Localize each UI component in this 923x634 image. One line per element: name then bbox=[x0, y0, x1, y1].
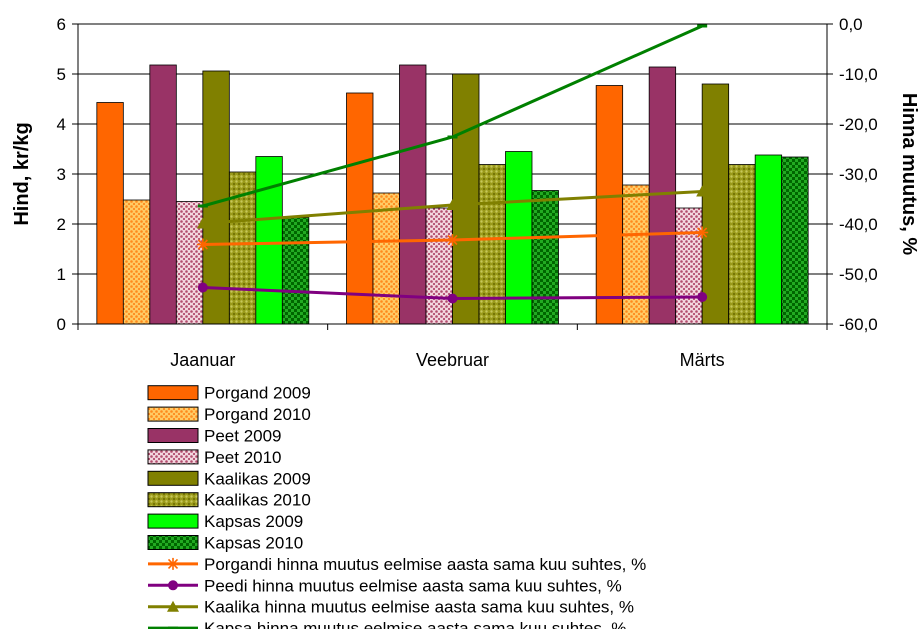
legend-label: Kapsas 2009 bbox=[204, 512, 303, 531]
y2-tick-label: -30,0 bbox=[839, 165, 878, 184]
y-tick-label: 6 bbox=[57, 15, 66, 34]
bar bbox=[96, 102, 124, 325]
legend-marker bbox=[167, 557, 179, 570]
legend-label: Porgand 2010 bbox=[204, 405, 311, 424]
y-tick-label: 2 bbox=[57, 215, 66, 234]
legend-swatch bbox=[147, 513, 199, 529]
bar bbox=[701, 83, 730, 325]
x-tick-label: Veebruar bbox=[416, 350, 489, 370]
bar bbox=[478, 164, 506, 325]
marker-stroke bbox=[167, 558, 179, 569]
bar bbox=[425, 207, 453, 325]
y-tick-label: 4 bbox=[57, 115, 66, 134]
marker-stroke bbox=[697, 227, 708, 238]
bar bbox=[149, 64, 177, 325]
bar bbox=[255, 156, 283, 325]
legend-marker bbox=[168, 580, 178, 591]
bar bbox=[346, 92, 374, 325]
legend-swatch bbox=[147, 470, 199, 486]
bar bbox=[531, 190, 559, 325]
bars bbox=[96, 64, 809, 325]
y2-axis-title: Hinna muutus, % bbox=[898, 93, 920, 255]
bar bbox=[452, 73, 480, 325]
legend-swatch bbox=[147, 385, 199, 401]
bar bbox=[622, 184, 650, 325]
legend-label: Porgand 2009 bbox=[204, 384, 311, 403]
marker-stroke bbox=[447, 234, 458, 246]
marker-stroke bbox=[197, 239, 208, 250]
legend-label: Kaalika hinna muutus eelmise aasta sama … bbox=[204, 598, 634, 617]
legend-label: Peet 2010 bbox=[204, 448, 282, 467]
bar bbox=[175, 201, 204, 325]
legend-swatch bbox=[147, 428, 199, 443]
bar bbox=[281, 217, 310, 325]
y-tick-label: 3 bbox=[57, 165, 66, 184]
y2-tick-label: -60,0 bbox=[839, 315, 878, 334]
line-point bbox=[696, 226, 709, 239]
legend-label: Kapsas 2010 bbox=[204, 534, 303, 553]
bar bbox=[675, 207, 703, 325]
legend: Porgand 2009 Porgand 2010 Peet 2009 Peet 20… bbox=[147, 384, 646, 634]
legend-marker bbox=[167, 600, 179, 612]
line-point bbox=[696, 185, 709, 197]
y2-tick-label: -50,0 bbox=[839, 265, 878, 284]
axes: 0 1 2 3 4 5 6 -60,0 -50,0 -40,0 -30,0 -20,0 -10,0 0,0… bbox=[11, 15, 920, 370]
line-point bbox=[196, 238, 209, 251]
bar bbox=[399, 64, 427, 325]
line-point bbox=[446, 199, 459, 210]
legend-swatch bbox=[147, 492, 199, 508]
y-tick-label: 5 bbox=[57, 65, 66, 84]
x-tick-label: Jaanuar bbox=[170, 350, 235, 370]
y-tick-label: 0 bbox=[57, 315, 66, 334]
bar bbox=[202, 70, 230, 325]
y2-tick-label: 0,0 bbox=[839, 15, 863, 34]
x-tick-label: Märts bbox=[680, 350, 725, 370]
bar bbox=[781, 156, 809, 325]
legend-swatch bbox=[147, 535, 199, 550]
legend-label: Kaalikas 2009 bbox=[204, 469, 311, 488]
bar bbox=[122, 199, 151, 325]
bar bbox=[372, 192, 400, 325]
line-point bbox=[196, 217, 209, 229]
y2-tick-label: -20,0 bbox=[839, 115, 878, 134]
legend-label: Kaalikas 2010 bbox=[204, 491, 311, 510]
bar bbox=[728, 164, 756, 325]
legend-label: Kapsa hinna muutus eelmise aasta sama ku… bbox=[204, 619, 626, 629]
legend-label: Porgandi hinna muutus eelmise aasta sama… bbox=[204, 555, 646, 574]
legend-swatch bbox=[147, 449, 199, 465]
lines bbox=[196, 24, 709, 304]
legend-swatch bbox=[147, 406, 199, 422]
y-axis-title: Hind, kr/kg bbox=[11, 122, 33, 225]
y-tick-label: 1 bbox=[57, 265, 66, 284]
legend-label: Peet 2009 bbox=[204, 427, 282, 446]
line-point bbox=[197, 282, 208, 293]
line-point bbox=[697, 292, 708, 302]
line-point bbox=[447, 293, 458, 304]
legend-label: Peedi hinna muutus eelmise aasta sama ku… bbox=[204, 576, 622, 595]
bar bbox=[754, 154, 783, 325]
y2-tick-label: -40,0 bbox=[839, 215, 878, 234]
line-point bbox=[446, 234, 459, 246]
y2-tick-label: -10,0 bbox=[839, 65, 878, 84]
bar bbox=[595, 85, 624, 325]
